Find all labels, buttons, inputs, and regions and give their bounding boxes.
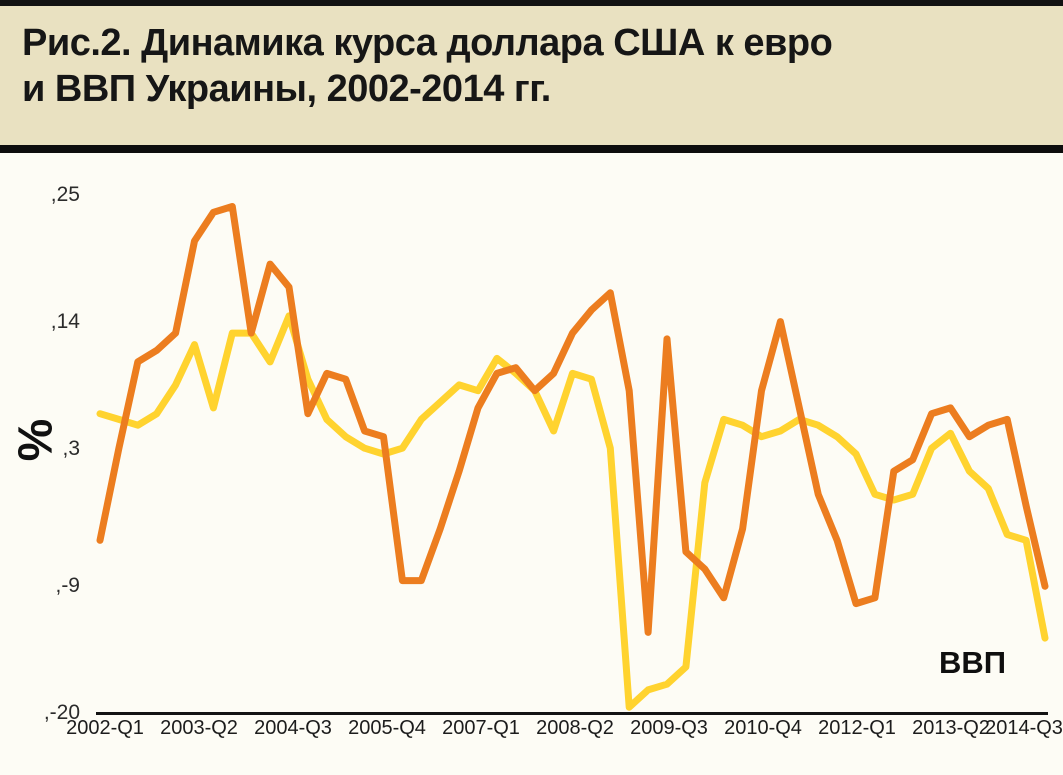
gdp-series-line: [96, 312, 1049, 711]
figure-header: Рис.2. Динамика курса доллара США к евро…: [0, 6, 1063, 145]
top-border-bar: [0, 0, 1063, 6]
x-tick-label-2009q3: 2009-Q3: [630, 717, 708, 739]
x-tick-label-2013q2: 2013-Q2: [912, 717, 990, 739]
x-tick-label-2005q4: 2005-Q4: [348, 717, 426, 739]
figure-title-line-2: и ВВП Украины, 2002-2014 гг.: [22, 68, 551, 111]
usd-eur-series-line: [96, 203, 1049, 636]
line-chart: % ,25 ,14 ,3 ,-9 ,-20 2002-Q1 2003-Q2 20…: [0, 153, 1063, 775]
header-divider-bar: [0, 145, 1063, 153]
x-tick-label-2008q2: 2008-Q2: [536, 717, 614, 739]
y-tick-label-25: ,25: [50, 183, 80, 206]
chart-canvas: [96, 203, 1049, 715]
x-tick-label-2003q2: 2003-Q2: [160, 717, 238, 739]
x-tick-label-2012q1: 2012-Q1: [818, 717, 896, 739]
x-tick-label-2010q4: 2010-Q4: [724, 717, 802, 739]
y-tick-label-n9: ,-9: [55, 574, 80, 597]
x-tick-label-2007q1: 2007-Q1: [442, 717, 520, 739]
x-tick-label-2014q3: 2014-Q3: [985, 717, 1063, 739]
y-tick-label-14: ,14: [50, 310, 80, 333]
y-tick-label-n20: ,-20: [43, 701, 80, 724]
x-tick-label-2004q3: 2004-Q3: [254, 717, 332, 739]
series-label-vvp: ВВП: [933, 645, 1013, 681]
y-tick-label-3: ,3: [62, 437, 80, 460]
figure-title-line-1: Рис.2. Динамика курса доллара США к евро: [22, 22, 833, 64]
figure-title: Рис.2. Динамика курса доллара США к евро…: [22, 20, 1039, 113]
x-tick-label-2002q1: 2002-Q1: [66, 717, 144, 739]
